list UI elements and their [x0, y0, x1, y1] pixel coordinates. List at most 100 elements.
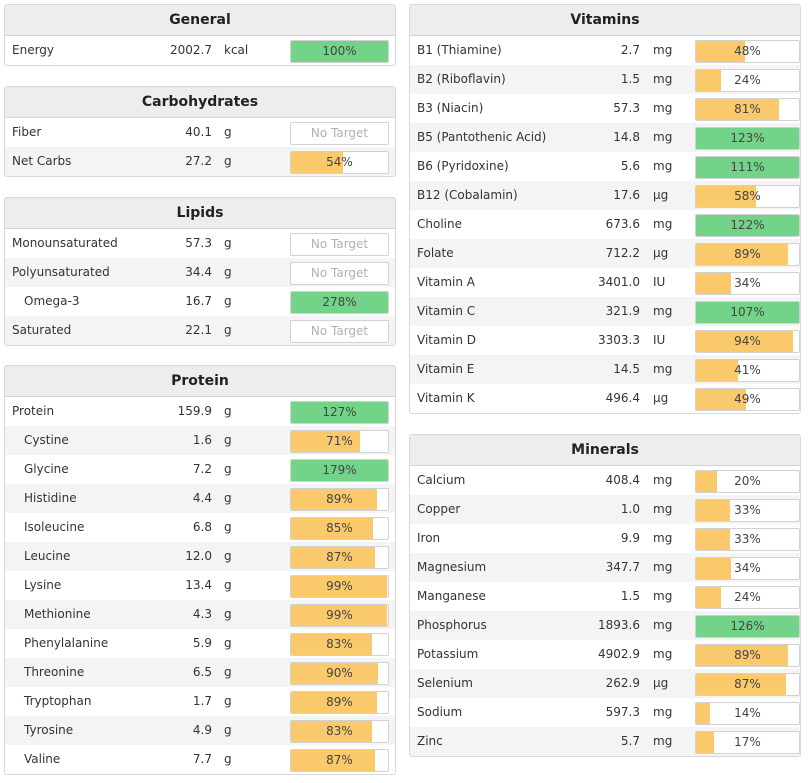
nutrient-amount: 597.3: [605, 705, 640, 719]
target-progress-bar: 89%: [290, 691, 389, 714]
nutrient-row: Choline 673.6 mg 122%: [410, 210, 800, 239]
nutrient-unit: mg: [653, 473, 673, 487]
target-progress-fill: [696, 471, 717, 492]
nutrient-row: Leucine 12.0 g 87%: [5, 542, 395, 571]
nutrient-row: Fiber 40.1 g No Target: [5, 118, 395, 147]
nutrient-name: B2 (Riboflavin): [417, 72, 506, 86]
target-percent-label: 17%: [734, 735, 761, 749]
nutrient-name: Potassium: [417, 647, 479, 661]
minerals-title: Minerals: [410, 435, 800, 466]
nutrient-row: Vitamin K 496.4 µg 49%: [410, 384, 800, 413]
nutrient-row: Iron 9.9 mg 33%: [410, 524, 800, 553]
nutrient-amount: 4.4: [192, 491, 212, 505]
nutrient-name: Protein: [12, 404, 55, 418]
nutrient-name: Copper: [417, 502, 461, 516]
target-percent-label: 54%: [326, 155, 353, 169]
nutrient-row: Potassium 4902.9 mg 89%: [410, 640, 800, 669]
target-progress-bar: 89%: [695, 243, 800, 266]
nutrient-unit: mg: [653, 217, 673, 231]
target-progress-fill: [696, 360, 739, 381]
nutrient-unit: mg: [653, 560, 673, 574]
nutrient-unit: mg: [653, 647, 673, 661]
nutrient-row: Vitamin E 14.5 mg 41%: [410, 355, 800, 384]
nutrient-name: Tyrosine: [24, 723, 74, 737]
target-percent-label: 85%: [326, 521, 353, 535]
carbohydrates-rows: Fiber 40.1 g No Target Net Carbs 27.2 g 54%: [5, 118, 395, 176]
nutrient-row: Phosphorus 1893.6 mg 126%: [410, 611, 800, 640]
target-progress-bar: 278%: [290, 291, 389, 314]
nutrient-row: Sodium 597.3 mg 14%: [410, 698, 800, 727]
nutrient-amount: 3401.0: [598, 275, 640, 289]
nutrient-unit: g: [224, 125, 232, 139]
target-progress-bar: 126%: [695, 615, 800, 638]
nutrient-row: Calcium 408.4 mg 20%: [410, 466, 800, 495]
target-percent-label: 87%: [734, 677, 761, 691]
minerals-rows: Calcium 408.4 mg 20% Copper 1.0 mg 33% Iron 9.9 mg…: [410, 466, 800, 756]
nutrient-name: B12 (Cobalamin): [417, 188, 518, 202]
nutrient-name: Cystine: [24, 433, 69, 447]
nutrient-row: Histidine 4.4 g 89%: [5, 484, 395, 513]
nutrient-amount: 1.5: [620, 72, 640, 86]
nutrient-amount: 1.7: [192, 694, 212, 708]
nutrient-amount: 34.4: [185, 265, 212, 279]
nutrient-unit: mg: [653, 502, 673, 516]
nutrient-row: Methionine 4.3 g 99%: [5, 600, 395, 629]
target-progress-fill: [696, 128, 799, 149]
target-percent-label: No Target: [310, 237, 369, 251]
nutrient-row: Lysine 13.4 g 99%: [5, 571, 395, 600]
protein-panel: Protein Protein 159.9 g 127% Cystine 1.6 g 71% G…: [4, 365, 396, 775]
target-percent-label: 122%: [730, 218, 765, 232]
nutrient-name: Threonine: [24, 665, 85, 679]
nutrient-name: Phenylalanine: [24, 636, 109, 650]
nutrient-amount: 496.4: [605, 391, 640, 405]
nutrient-name: Polyunsaturated: [12, 265, 110, 279]
target-progress-fill: [291, 721, 372, 742]
target-progress-bar: 94%: [695, 330, 800, 353]
protein-title: Protein: [5, 366, 395, 397]
target-progress-fill: [291, 292, 388, 313]
nutrient-row: Cystine 1.6 g 71%: [5, 426, 395, 455]
nutrient-name: Net Carbs: [12, 154, 72, 168]
nutrient-unit: µg: [653, 246, 669, 260]
target-progress-fill: [696, 273, 732, 294]
target-progress-bar: 85%: [290, 517, 389, 540]
nutrient-amount: 2002.7: [170, 43, 212, 57]
nutrient-name: Leucine: [24, 549, 71, 563]
target-percent-label: 48%: [734, 44, 761, 58]
nutrient-name: Monounsaturated: [12, 236, 118, 250]
target-percent-label: 81%: [734, 102, 761, 116]
target-percent-label: 100%: [322, 44, 357, 58]
nutrient-row: B2 (Riboflavin) 1.5 mg 24%: [410, 65, 800, 94]
target-percent-label: No Target: [310, 126, 369, 140]
target-progress-fill: [291, 576, 388, 597]
nutrient-amount: 4.9: [192, 723, 212, 737]
target-progress-fill: [696, 157, 799, 178]
nutrient-row: Manganese 1.5 mg 24%: [410, 582, 800, 611]
nutrient-amount: 5.9: [192, 636, 212, 650]
target-progress-bar: 179%: [290, 459, 389, 482]
nutrient-unit: g: [224, 578, 232, 592]
nutrient-amount: 1.0: [620, 502, 640, 516]
nutrient-row: Vitamin A 3401.0 IU 34%: [410, 268, 800, 297]
nutrient-name: Sodium: [417, 705, 463, 719]
target-percent-label: 83%: [326, 637, 353, 651]
nutrient-amount: 2.7: [620, 43, 640, 57]
target-progress-fill: [696, 186, 756, 207]
nutrient-unit: g: [224, 723, 232, 737]
nutrient-row: Vitamin D 3303.3 IU 94%: [410, 326, 800, 355]
target-progress-fill: [696, 331, 793, 352]
target-percent-label: No Target: [310, 266, 369, 280]
target-percent-label: 94%: [734, 334, 761, 348]
nutrient-row: Valine 7.7 g 87%: [5, 745, 395, 774]
nutrient-name: B6 (Pyridoxine): [417, 159, 509, 173]
nutrient-amount: 9.9: [620, 531, 640, 545]
nutrient-name: Iron: [417, 531, 441, 545]
nutrient-amount: 3303.3: [598, 333, 640, 347]
target-percent-label: 89%: [326, 492, 353, 506]
nutrient-name: Calcium: [417, 473, 466, 487]
target-percent-label: 89%: [734, 247, 761, 261]
nutrient-row: Vitamin C 321.9 mg 107%: [410, 297, 800, 326]
nutrient-amount: 22.1: [185, 323, 212, 337]
nutrient-unit: kcal: [224, 43, 249, 57]
target-percent-label: 71%: [326, 434, 353, 448]
